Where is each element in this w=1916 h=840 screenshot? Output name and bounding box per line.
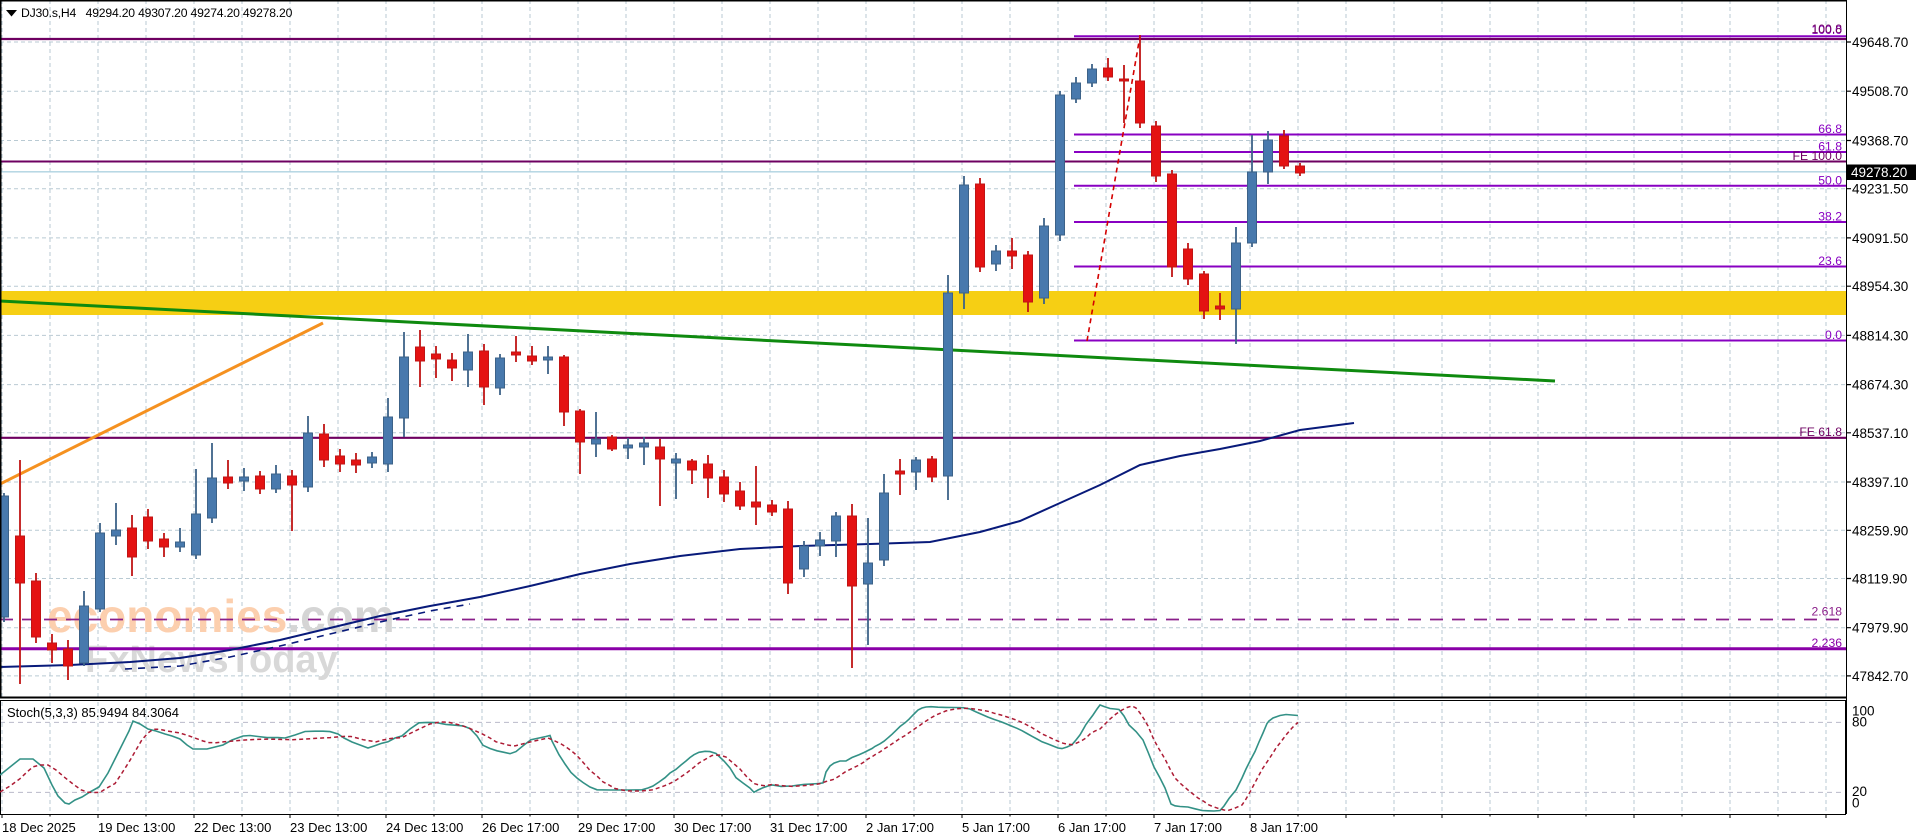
svg-text:30 Dec 17:00: 30 Dec 17:00 — [674, 820, 751, 835]
svg-text:23.6: 23.6 — [1818, 254, 1842, 268]
svg-text:31 Dec 17:00: 31 Dec 17:00 — [770, 820, 847, 835]
svg-text:26 Dec 17:00: 26 Dec 17:00 — [482, 820, 559, 835]
svg-text:FE 100.0: FE 100.0 — [1793, 149, 1843, 163]
svg-text:48537.10: 48537.10 — [1852, 426, 1908, 441]
svg-text:66.8: 66.8 — [1818, 122, 1842, 136]
svg-text:49508.70: 49508.70 — [1852, 84, 1908, 99]
svg-text:2 Jan 17:00: 2 Jan 17:00 — [866, 820, 934, 835]
svg-text:48814.30: 48814.30 — [1852, 328, 1908, 343]
svg-text:48397.10: 48397.10 — [1852, 475, 1908, 490]
svg-text:49278.20: 49278.20 — [1851, 165, 1907, 180]
svg-text:18 Dec 2025: 18 Dec 2025 — [2, 820, 76, 835]
svg-text:22 Dec 13:00: 22 Dec 13:00 — [194, 820, 271, 835]
svg-text:49648.70: 49648.70 — [1852, 35, 1908, 50]
svg-text:49231.50: 49231.50 — [1852, 182, 1908, 197]
svg-text:2.236: 2.236 — [1812, 636, 1843, 650]
svg-text:6 Jan 17:00: 6 Jan 17:00 — [1058, 820, 1126, 835]
svg-text:DJ30.s,H4 49294.20 49307.20: DJ30.s,H4 49294.20 49307.20 49274.20 492… — [21, 6, 293, 20]
svg-text:8 Jan 17:00: 8 Jan 17:00 — [1250, 820, 1318, 835]
svg-text:100: 100 — [1852, 704, 1875, 719]
svg-text:FxNewsToday: FxNewsToday — [85, 639, 338, 681]
svg-text:80: 80 — [1852, 715, 1867, 730]
svg-text:0.0: 0.0 — [1825, 328, 1842, 342]
svg-text:7 Jan 17:00: 7 Jan 17:00 — [1154, 820, 1222, 835]
svg-text:100.8: 100.8 — [1812, 22, 1843, 36]
svg-text:Stoch(5,3,3) 85.9494 84.3064: Stoch(5,3,3) 85.9494 84.3064 — [7, 705, 179, 720]
svg-text:38.2: 38.2 — [1818, 209, 1842, 223]
svg-text:0: 0 — [1852, 796, 1860, 811]
svg-text:19 Dec 13:00: 19 Dec 13:00 — [98, 820, 175, 835]
svg-text:23 Dec 13:00: 23 Dec 13:00 — [290, 820, 367, 835]
svg-text:48119.90: 48119.90 — [1852, 572, 1907, 587]
svg-text:49091.50: 49091.50 — [1852, 231, 1908, 246]
svg-text:47979.90: 47979.90 — [1852, 621, 1908, 636]
svg-text:100.0: 100.0 — [1812, 23, 1843, 37]
svg-text:20: 20 — [1852, 784, 1867, 799]
svg-text:FE 61.8: FE 61.8 — [1799, 425, 1842, 439]
svg-text:47842.70: 47842.70 — [1852, 669, 1908, 684]
svg-text:50.0: 50.0 — [1818, 173, 1842, 187]
svg-text:2.618: 2.618 — [1812, 605, 1843, 619]
svg-text:48259.90: 48259.90 — [1852, 523, 1908, 538]
svg-text:5 Jan 17:00: 5 Jan 17:00 — [962, 820, 1030, 835]
svg-text:49368.70: 49368.70 — [1852, 134, 1908, 149]
svg-text:29 Dec 17:00: 29 Dec 17:00 — [578, 820, 655, 835]
svg-text:48954.30: 48954.30 — [1852, 279, 1908, 294]
svg-text:48674.30: 48674.30 — [1852, 378, 1908, 393]
svg-text:61.8: 61.8 — [1818, 140, 1842, 154]
svg-text:24 Dec 13:00: 24 Dec 13:00 — [386, 820, 463, 835]
